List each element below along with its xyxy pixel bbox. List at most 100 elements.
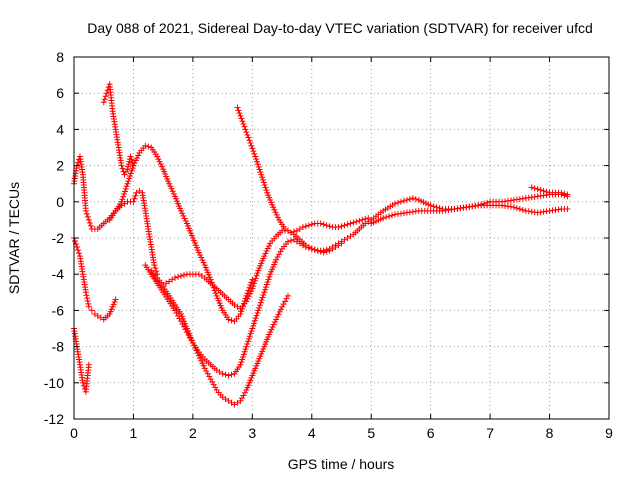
series-track-l — [528, 184, 571, 198]
data-point-marker — [179, 210, 186, 217]
data-point-marker — [246, 333, 253, 340]
grid-lines — [74, 57, 609, 419]
data-point-marker — [510, 204, 517, 211]
data-point-marker — [290, 228, 297, 235]
data-point-marker — [176, 315, 183, 322]
data-point-marker — [246, 284, 253, 291]
data-point-marker — [243, 129, 250, 136]
data-point-marker — [427, 202, 434, 209]
chart-title: Day 088 of 2021, Sidereal Day-to-day VTE… — [87, 20, 593, 36]
data-point-marker — [264, 245, 271, 252]
data-point-marker — [282, 298, 289, 305]
data-point-marker — [280, 301, 287, 308]
data-point-marker — [250, 322, 257, 329]
data-point-marker — [201, 365, 208, 372]
data-point-marker — [264, 278, 271, 285]
data-point-marker — [258, 171, 265, 178]
data-point-marker — [212, 384, 219, 391]
data-point-marker — [118, 198, 125, 205]
data-point-marker — [256, 302, 263, 309]
data-point-marker — [79, 379, 86, 386]
data-point-marker — [245, 287, 252, 294]
data-point-marker — [247, 139, 254, 146]
y-tick-label: 8 — [56, 49, 64, 65]
data-point-marker — [71, 238, 78, 245]
data-point-marker — [277, 306, 284, 313]
data-point-marker — [276, 308, 283, 315]
data-point-marker — [266, 273, 273, 280]
data-point-marker — [158, 163, 165, 170]
data-point-marker — [257, 299, 264, 306]
data-point-marker — [237, 361, 244, 368]
data-point-marker — [121, 188, 128, 195]
data-point-marker — [180, 212, 187, 219]
data-point-marker — [241, 348, 248, 355]
data-point-marker — [537, 187, 544, 194]
y-tick-label: 4 — [56, 121, 64, 137]
data-point-marker — [103, 90, 110, 97]
data-point-marker — [179, 320, 186, 327]
data-point-marker — [265, 242, 272, 249]
data-point-marker — [84, 297, 91, 304]
data-point-marker — [350, 219, 357, 226]
data-point-marker — [320, 221, 327, 228]
data-point-marker — [225, 372, 232, 379]
data-point-marker — [543, 188, 550, 195]
data-point-marker — [323, 246, 330, 253]
data-point-marker — [74, 247, 81, 254]
series-track-k — [368, 202, 571, 227]
data-point-marker — [254, 158, 261, 165]
data-point-marker — [212, 290, 219, 297]
data-point-marker — [208, 279, 215, 286]
data-point-marker — [528, 184, 535, 191]
data-point-marker — [120, 193, 127, 200]
data-point-marker — [132, 157, 139, 164]
data-point-marker — [403, 196, 410, 203]
data-point-marker — [183, 329, 190, 336]
data-point-marker — [209, 378, 216, 385]
data-point-marker — [151, 262, 158, 269]
data-point-marker — [531, 185, 538, 192]
data-point-marker — [241, 389, 248, 396]
data-point-marker — [239, 118, 246, 125]
data-point-marker — [406, 196, 413, 203]
data-point-marker — [203, 368, 210, 375]
data-point-marker — [222, 371, 229, 378]
series-track-i — [234, 104, 372, 236]
data-point-marker — [341, 222, 348, 229]
data-point-marker — [125, 178, 132, 185]
data-point-marker — [273, 256, 280, 263]
data-point-marker — [245, 338, 252, 345]
data-point-marker — [268, 326, 275, 333]
x-axis-label: GPS time / hours — [288, 456, 395, 472]
data-point-marker — [219, 370, 226, 377]
series-track-f — [142, 262, 291, 408]
data-point-marker — [335, 224, 342, 231]
data-point-marker — [251, 150, 258, 157]
data-point-marker — [252, 275, 259, 282]
data-point-marker — [74, 159, 81, 166]
data-point-marker — [305, 222, 312, 229]
data-point-marker — [130, 162, 137, 169]
data-point-marker — [127, 172, 134, 179]
data-point-marker — [175, 273, 182, 280]
x-tick-label: 3 — [248, 425, 256, 441]
data-point-marker — [87, 222, 94, 229]
y-tick-label: -8 — [52, 339, 65, 355]
y-tick-label: -2 — [52, 230, 65, 246]
data-point-marker — [269, 324, 276, 331]
data-point-marker — [249, 285, 256, 292]
data-point-marker — [102, 93, 109, 100]
data-point-marker — [178, 207, 184, 214]
data-point-marker — [362, 215, 369, 222]
data-point-marker — [397, 198, 404, 205]
data-point-marker — [262, 286, 269, 293]
data-point-marker — [263, 281, 270, 288]
data-point-marker — [392, 200, 398, 207]
data-point-marker — [255, 163, 262, 170]
data-point-marker — [257, 169, 264, 176]
data-point-marker — [82, 207, 89, 214]
data-point-marker — [182, 217, 189, 224]
y-tick-label: 0 — [56, 194, 64, 210]
data-point-marker — [129, 165, 136, 172]
